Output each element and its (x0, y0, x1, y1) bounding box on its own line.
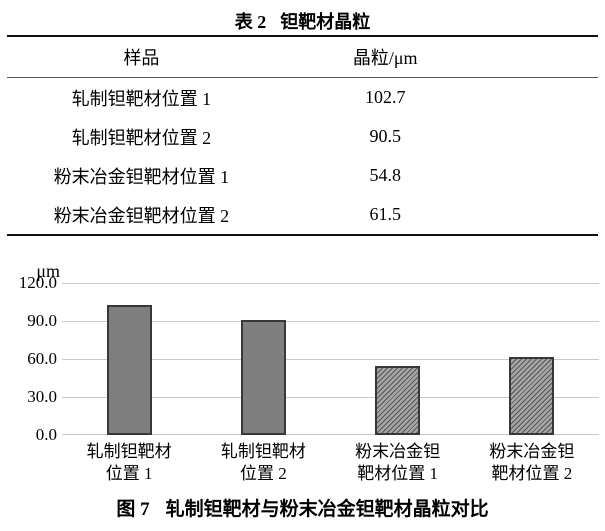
table-header-row: 样品 晶粒/μm (7, 36, 598, 78)
x-axis-spacer (0, 441, 62, 485)
x-category-label: 轧制钽靶材位置 1 (62, 441, 196, 485)
gridline (62, 434, 599, 435)
bar-slot (331, 283, 465, 435)
plot-area (62, 283, 599, 435)
bar-chart: 120.0 90.0 60.0 30.0 0.0 (0, 273, 605, 444)
table-body: 轧制钽靶材位置 1 102.7 轧制钽靶材位置 2 90.5 粉末冶金钽靶材位置 1 54… (7, 78, 598, 236)
x-category-label: 粉末冶金钽靶材位置 2 (465, 441, 599, 485)
sample-cell: 粉末冶金钽靶材位置 2 (53, 205, 230, 226)
gridline (62, 283, 599, 284)
x-category-label: 轧制钽靶材位置 2 (196, 441, 330, 485)
table-row: 轧制钽靶材位置 1 102.7 (7, 78, 598, 118)
y-axis-tick-label: 90.0 (27, 311, 57, 330)
bar-3 (375, 365, 421, 435)
table-row: 粉末冶金钽靶材位置 1 54.8 (7, 156, 598, 195)
x-category-label-line: 轧制钽靶材 (220, 442, 306, 461)
gridline (62, 397, 599, 398)
x-category-label-line: 粉末冶金钽 (489, 442, 575, 461)
column-header-spacer (494, 36, 598, 78)
table-row: 轧制钽靶材位置 2 90.5 (7, 117, 598, 156)
spacer-cell (495, 78, 598, 118)
sample-cell: 轧制钽靶材位置 1 (71, 88, 212, 109)
sample-cell: 粉末冶金钽靶材位置 1 (53, 166, 230, 187)
bar-slot (62, 283, 196, 435)
spacer-cell (495, 195, 598, 235)
y-axis-tick-label: 0.0 (35, 425, 57, 444)
grain-value-cell: 102.7 (364, 87, 406, 107)
bar-slot (196, 283, 330, 435)
spacer-cell (495, 117, 598, 156)
figure-caption: 图 7 轧制钽靶材与粉末冶金钽靶材晶粒对比 (0, 494, 605, 521)
x-category-label: 粉末冶金钽靶材位置 1 (331, 441, 465, 485)
x-category-label-line: 靶材位置 2 (491, 464, 573, 483)
x-category-label-line: 位置 1 (105, 464, 153, 483)
gridline (62, 321, 599, 322)
y-axis-tick-label: 30.0 (27, 387, 57, 406)
x-category-label-line: 粉末冶金钽 (355, 442, 441, 461)
figure-number: 图 7 (116, 499, 150, 520)
x-axis: 轧制钽靶材 位置 1 轧制钽靶材 位置 2 粉末冶金钽 靶材位置 1 粉末冶金钽 靶材位置 2 (0, 441, 605, 485)
y-axis: 120.0 90.0 60.0 30.0 0.0 (0, 273, 62, 444)
table-title: 表 2 钽靶材晶粒 (0, 0, 605, 35)
x-axis-labels: 轧制钽靶材 位置 1 轧制钽靶材 位置 2 粉末冶金钽 靶材位置 1 粉末冶金钽 靶材位置 2 (62, 441, 599, 485)
bar-1 (106, 304, 152, 435)
grain-value-cell: 54.8 (369, 165, 401, 185)
y-axis-tick-label: 60.0 (27, 349, 57, 368)
bar-slot (465, 283, 599, 435)
sample-cell: 轧制钽靶材位置 2 (71, 127, 212, 148)
column-header-grain: 晶粒/μm (275, 36, 495, 78)
table-row: 粉末冶金钽靶材位置 2 61.5 (7, 195, 598, 235)
x-category-label-line: 轧制钽靶材 (86, 442, 172, 461)
gridline (62, 359, 599, 360)
x-category-label-line: 靶材位置 1 (357, 464, 438, 483)
grain-size-table: 样品 晶粒/μm 轧制钽靶材位置 1 102.7 轧制钽靶材位置 2 90.5 粉末冶金… (7, 35, 598, 236)
column-header-sample: 样品 (7, 36, 276, 78)
y-axis-unit-label: μm (36, 261, 60, 281)
bar-4 (509, 357, 555, 435)
y-axis-tick-label: 120.0 (18, 273, 57, 292)
grain-value-cell: 61.5 (369, 204, 401, 224)
figure-caption-text: 轧制钽靶材与粉末冶金钽靶材晶粒对比 (165, 499, 489, 520)
spacer-cell (495, 156, 598, 195)
figure-7: μm 120.0 90.0 60.0 30.0 0.0 轧制钽靶材 位置 1 轧制钽靶材 位置… (0, 261, 605, 521)
table-number: 表 2 (234, 12, 267, 32)
grain-value-cell: 90.5 (369, 126, 401, 146)
table-title-text: 钽靶材晶粒 (280, 12, 371, 32)
bar-2 (240, 320, 286, 435)
x-category-label-line: 位置 2 (240, 464, 287, 483)
